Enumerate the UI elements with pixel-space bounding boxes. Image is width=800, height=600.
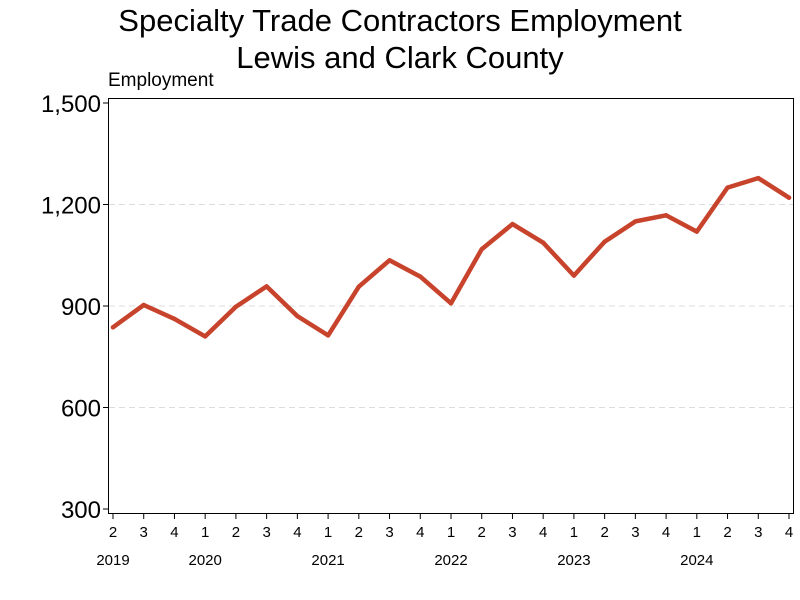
- x-year-label: 2023: [557, 552, 590, 569]
- x-tick-label: 2: [232, 524, 240, 541]
- x-tick-label: 1: [201, 524, 209, 541]
- x-tick-label: 2: [600, 524, 608, 541]
- y-tick-label: 1,200: [41, 193, 101, 220]
- data-point: [295, 313, 300, 319]
- data-point: [479, 246, 484, 252]
- data-point: [663, 213, 669, 218]
- x-tick-label: 3: [754, 524, 762, 541]
- y-tick-label: 300: [61, 497, 101, 524]
- data-point: [571, 273, 577, 278]
- data-point: [172, 316, 177, 322]
- x-tick-label: 2: [723, 524, 731, 541]
- x-tick-label: 2: [355, 524, 363, 541]
- data-point: [325, 333, 331, 338]
- x-tick-label: 1: [570, 524, 578, 541]
- x-tick-label: 4: [293, 524, 301, 541]
- data-point: [540, 240, 546, 245]
- data-point: [756, 175, 761, 181]
- x-tick-label: 3: [385, 524, 393, 541]
- x-tick-label: 1: [693, 524, 701, 541]
- x-year-label: 2024: [680, 552, 713, 569]
- x-tick-label: 1: [324, 524, 332, 541]
- data-point: [264, 284, 269, 289]
- x-tick-label: 1: [447, 524, 455, 541]
- data-point: [602, 239, 607, 244]
- x-tick-label: 3: [140, 524, 148, 541]
- chart-title-line1: Specialty Trade Contractors Employment: [118, 3, 682, 38]
- y-axis: 300 600 900 1,200 1,500: [41, 91, 109, 524]
- x-tick-label: 4: [170, 524, 178, 541]
- x-tick-label: 4: [662, 524, 670, 541]
- x-tick-label: 4: [416, 524, 424, 541]
- x-axis: 2 2019 3 4 1 2020 2 3 4 1 2021 2 3 4 1 2022 2 3 4 1 2023 2 3 4 1…: [96, 513, 793, 569]
- x-year-label: 2022: [434, 552, 467, 569]
- data-point: [233, 304, 239, 309]
- gridlines: [109, 204, 793, 408]
- x-tick-label: 2: [478, 524, 486, 541]
- x-tick-label: 2: [109, 524, 117, 541]
- data-point: [387, 258, 392, 263]
- chart-title-line2: Lewis and Clark County: [236, 40, 564, 75]
- data-point: [786, 195, 792, 200]
- data-point: [418, 274, 423, 279]
- x-tick-label: 3: [631, 524, 639, 541]
- x-year-label: 2021: [311, 552, 344, 569]
- y-axis-label: Employment: [108, 70, 214, 91]
- data-point: [694, 229, 700, 234]
- data-point: [110, 325, 116, 330]
- x-tick-label: 3: [508, 524, 516, 541]
- x-tick-label: 4: [539, 524, 547, 541]
- data-point: [141, 302, 146, 308]
- chart-title: Specialty Trade Contractors Employment L…: [0, 2, 800, 76]
- x-tick-label: 3: [262, 524, 270, 541]
- x-year-label: 2019: [96, 552, 129, 569]
- data-point: [510, 221, 515, 227]
- x-year-label: 2020: [188, 552, 221, 569]
- y-tick-label: 1,500: [41, 91, 101, 118]
- data-point: [448, 301, 454, 306]
- y-tick-label: 600: [61, 396, 101, 423]
- data-point: [633, 219, 638, 224]
- data-point: [356, 284, 362, 289]
- series: [110, 175, 792, 339]
- y-tick-label: 900: [61, 294, 101, 321]
- data-point: [725, 185, 730, 190]
- x-tick-label: 4: [785, 524, 793, 541]
- series-line: [110, 175, 792, 339]
- data-point: [202, 334, 208, 339]
